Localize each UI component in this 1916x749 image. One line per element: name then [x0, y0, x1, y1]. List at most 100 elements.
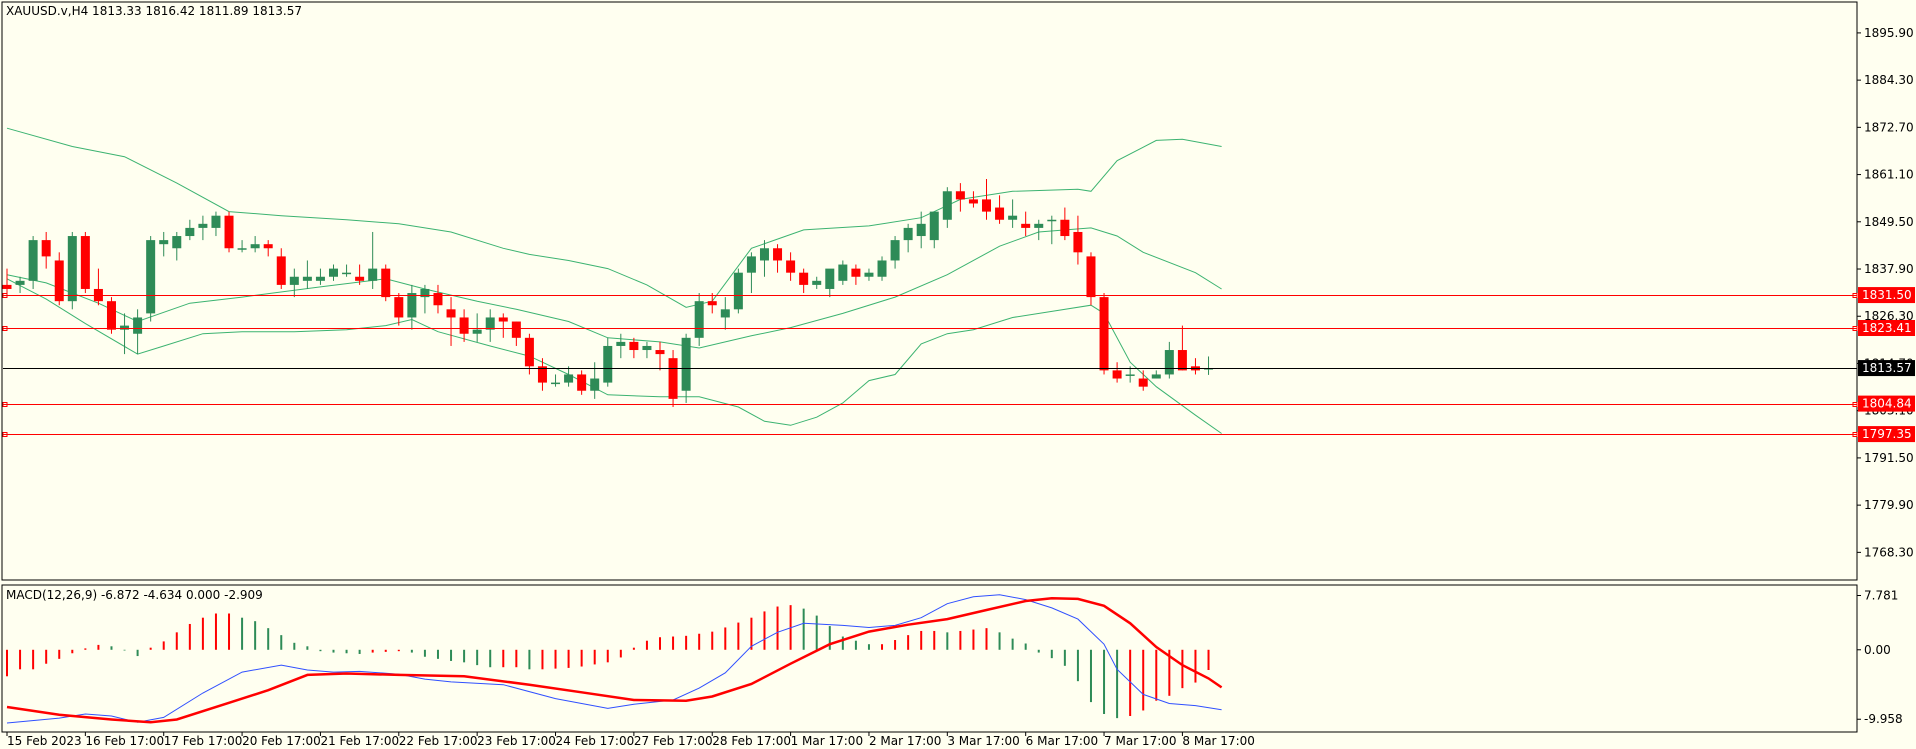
candle[interactable] [80, 231, 90, 294]
candle[interactable] [982, 179, 991, 220]
candle[interactable] [41, 231, 51, 269]
candle[interactable] [368, 231, 378, 289]
candle[interactable] [2, 268, 12, 294]
candle[interactable] [1034, 219, 1044, 241]
candle[interactable] [773, 244, 783, 273]
candle[interactable] [1086, 252, 1096, 306]
candle[interactable] [655, 341, 665, 371]
candle[interactable] [942, 187, 952, 228]
candle[interactable] [577, 370, 587, 395]
candle[interactable] [263, 240, 273, 257]
candle[interactable] [498, 313, 508, 338]
candle[interactable] [838, 260, 848, 285]
candle[interactable] [668, 350, 678, 408]
candle[interactable] [355, 264, 365, 285]
candle[interactable] [446, 297, 456, 346]
candle[interactable] [642, 341, 652, 359]
candle[interactable] [342, 264, 352, 277]
candle[interactable] [472, 313, 482, 342]
candle[interactable] [916, 211, 926, 249]
candle[interactable] [133, 309, 143, 355]
candle[interactable] [1060, 207, 1070, 241]
candle[interactable] [198, 215, 208, 241]
candle[interactable] [146, 236, 156, 322]
time-tick-label: 3 Mar 17:00 [947, 734, 1020, 748]
candle[interactable] [1164, 341, 1174, 379]
candle[interactable] [616, 333, 626, 359]
candle[interactable] [564, 366, 574, 387]
candle[interactable] [485, 309, 495, 342]
candle[interactable] [433, 284, 443, 314]
candle[interactable] [537, 358, 547, 391]
candle[interactable] [15, 276, 25, 294]
candle[interactable] [106, 297, 116, 334]
candle[interactable] [864, 268, 874, 281]
candle[interactable] [929, 211, 939, 249]
candle[interactable] [28, 236, 38, 289]
level-anchor[interactable] [2, 402, 8, 407]
candle[interactable] [720, 297, 730, 330]
candle[interactable] [629, 337, 639, 359]
level-anchor[interactable] [1852, 293, 1858, 298]
candle[interactable] [1047, 215, 1057, 245]
candle[interactable] [746, 252, 756, 294]
candle[interactable] [67, 231, 77, 310]
candle[interactable] [54, 252, 64, 306]
candle[interactable] [1073, 215, 1083, 265]
candle[interactable] [603, 337, 613, 387]
candle[interactable] [799, 268, 809, 294]
candle[interactable] [851, 264, 861, 285]
candle[interactable] [1008, 199, 1018, 228]
candle[interactable] [551, 374, 561, 387]
candle[interactable] [524, 333, 534, 375]
candle[interactable] [968, 191, 978, 208]
candle[interactable] [289, 268, 299, 298]
time-tick-label: 21 Feb 17:00 [320, 734, 399, 748]
candle[interactable] [995, 195, 1005, 224]
level-anchor[interactable] [1852, 402, 1858, 407]
candles [2, 179, 1214, 408]
candle[interactable] [315, 268, 325, 285]
candle[interactable] [1021, 211, 1031, 237]
candle[interactable] [759, 240, 769, 277]
candle[interactable] [302, 260, 312, 289]
candle[interactable] [120, 313, 130, 355]
candle[interactable] [1099, 293, 1109, 375]
level-anchor[interactable] [1852, 432, 1858, 437]
level-anchor[interactable] [2, 432, 8, 437]
candle[interactable] [237, 240, 247, 253]
candle[interactable] [1112, 362, 1122, 383]
candle[interactable] [694, 293, 704, 346]
candle[interactable] [825, 268, 835, 298]
candle[interactable] [407, 284, 417, 330]
candle[interactable] [185, 219, 195, 241]
candle[interactable] [211, 211, 221, 237]
candle[interactable] [890, 236, 900, 269]
candle[interactable] [250, 236, 260, 253]
candle[interactable] [459, 309, 469, 342]
candle[interactable] [786, 252, 796, 281]
candle[interactable] [877, 256, 887, 281]
level-anchor[interactable] [2, 326, 8, 331]
candle[interactable] [159, 231, 169, 257]
candle[interactable] [420, 284, 430, 314]
level-anchor[interactable] [1852, 326, 1858, 331]
candle[interactable] [812, 276, 822, 289]
candle[interactable] [172, 231, 182, 261]
candle[interactable] [224, 211, 234, 253]
main-panel-frame [1, 1, 1858, 581]
candle[interactable] [276, 248, 286, 289]
candle[interactable] [329, 264, 338, 281]
candle[interactable] [1177, 325, 1187, 371]
candle[interactable] [394, 293, 404, 326]
candle[interactable] [511, 321, 521, 346]
candle[interactable] [1138, 370, 1148, 391]
candle[interactable] [903, 223, 913, 253]
candle[interactable] [1125, 366, 1135, 383]
candle[interactable] [1151, 370, 1161, 379]
level-anchor[interactable] [2, 293, 8, 298]
candle[interactable] [707, 293, 717, 314]
candle[interactable] [733, 268, 743, 314]
candle[interactable] [955, 183, 965, 212]
